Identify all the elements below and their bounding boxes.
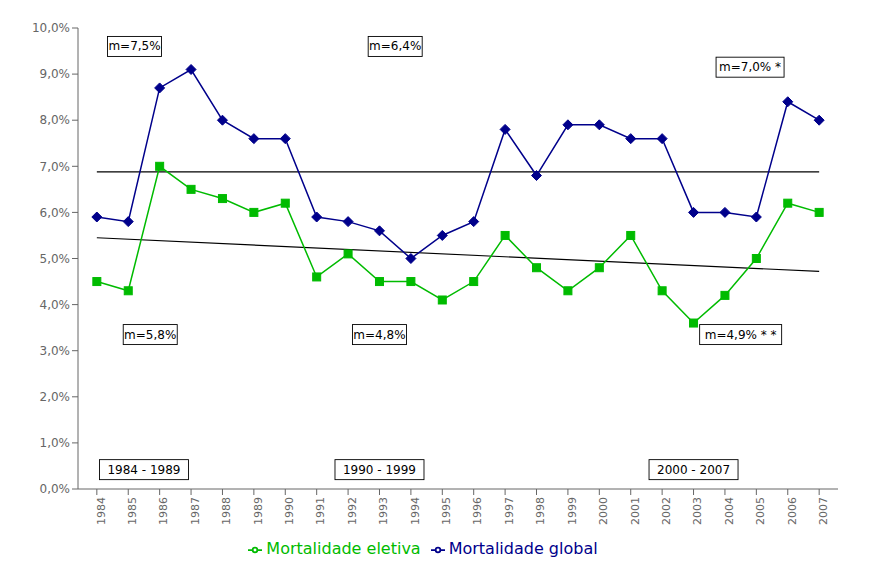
svg-text:2001: 2001 bbox=[629, 497, 642, 525]
svg-text:m=4,8%: m=4,8% bbox=[353, 328, 405, 342]
svg-text:2007: 2007 bbox=[817, 497, 830, 525]
svg-text:1987: 1987 bbox=[189, 497, 202, 525]
html-text:Mortalidade eletiva: Mortalidade eletiva bbox=[266, 539, 421, 558]
svg-text:4,0%: 4,0% bbox=[40, 298, 71, 312]
svg-text:2006: 2006 bbox=[786, 497, 799, 525]
svg-text:9,0%: 9,0% bbox=[40, 67, 71, 81]
svg-text:7,0%: 7,0% bbox=[40, 160, 71, 174]
svg-text:2005: 2005 bbox=[754, 497, 767, 525]
svg-text:1997: 1997 bbox=[503, 497, 516, 525]
svg-text:1990: 1990 bbox=[283, 497, 296, 525]
svg-text:1998: 1998 bbox=[534, 497, 547, 525]
svg-text:1989: 1989 bbox=[252, 497, 265, 525]
html-text:Mortalidade global: Mortalidade global bbox=[448, 539, 598, 558]
svg-text:1990 - 1999: 1990 - 1999 bbox=[343, 463, 416, 477]
svg-text:1999: 1999 bbox=[566, 497, 579, 525]
svg-text:1993: 1993 bbox=[377, 497, 390, 525]
svg-text:1994: 1994 bbox=[409, 497, 422, 525]
svg-text:2000 - 2007: 2000 - 2007 bbox=[657, 463, 730, 477]
svg-text:2,0%: 2,0% bbox=[40, 390, 71, 404]
svg-text:8,0%: 8,0% bbox=[40, 113, 71, 127]
svg-text:m=6,4%: m=6,4% bbox=[369, 39, 421, 53]
svg-text:2000: 2000 bbox=[597, 497, 610, 525]
svg-text:1996: 1996 bbox=[472, 497, 485, 525]
svg-text:1985: 1985 bbox=[126, 497, 139, 525]
svg-text:2004: 2004 bbox=[723, 497, 736, 525]
svg-text:2002: 2002 bbox=[660, 497, 673, 525]
svg-text:m=7,0% *: m=7,0% * bbox=[719, 60, 781, 74]
svg-text:1986: 1986 bbox=[157, 497, 170, 525]
svg-text:1995: 1995 bbox=[440, 497, 453, 525]
svg-text:m=5,8%: m=5,8% bbox=[124, 328, 176, 342]
svg-text:5,0%: 5,0% bbox=[40, 252, 71, 266]
svg-text:0,0%: 0,0% bbox=[40, 482, 71, 496]
svg-text:m=7,5%: m=7,5% bbox=[108, 39, 160, 53]
svg-text:2003: 2003 bbox=[691, 497, 704, 525]
svg-text:1992: 1992 bbox=[346, 497, 359, 525]
svg-text:10,0%: 10,0% bbox=[32, 21, 70, 35]
svg-text:1984: 1984 bbox=[95, 497, 108, 525]
svg-text:1984 - 1989: 1984 - 1989 bbox=[107, 463, 180, 477]
svg-text:1991: 1991 bbox=[314, 497, 327, 525]
svg-text:1,0%: 1,0% bbox=[40, 436, 71, 450]
svg-text:3,0%: 3,0% bbox=[40, 344, 71, 358]
svg-text:m=4,9% * *: m=4,9% * * bbox=[705, 328, 777, 342]
svg-text:6,0%: 6,0% bbox=[40, 206, 71, 220]
svg-text:1988: 1988 bbox=[220, 497, 233, 525]
